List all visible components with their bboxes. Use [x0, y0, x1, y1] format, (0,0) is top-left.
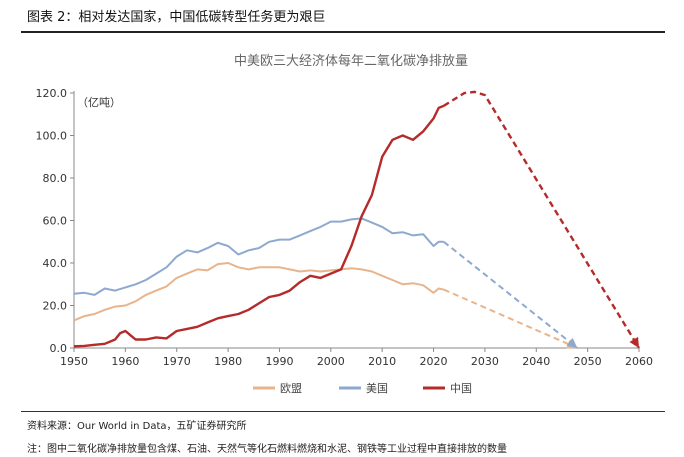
y-tick-label: 20.0	[43, 300, 68, 313]
x-tick-label: 2050	[574, 355, 602, 368]
top-rule	[21, 31, 665, 33]
source-note: 资料来源：Our World in Data，五矿证券研究所	[27, 421, 247, 432]
x-tick-label: 2000	[317, 355, 345, 368]
projection-line-2	[443, 90, 641, 349]
series-line-2	[73, 104, 445, 348]
x-tick-label: 1960	[111, 355, 139, 368]
footnote: 注：图中二氧化碳净排放量包含煤、石油、天然气等化石燃料燃烧和水泥、钢铁等工业过程…	[27, 444, 507, 455]
legend-label-0: 欧盟	[280, 382, 302, 395]
unit-label: （亿吨）	[77, 96, 121, 109]
bottom-rule	[21, 411, 665, 412]
legend-label-1: 美国	[366, 382, 388, 395]
x-tick-label: 1990	[265, 355, 293, 368]
projection-arrow-1	[566, 337, 578, 348]
x-tick-label: 2060	[625, 355, 653, 368]
series-line-1	[73, 217, 444, 296]
projection-line-0	[443, 288, 578, 349]
projection-arrow-2	[629, 336, 639, 348]
chart-container: 中美欧三大经济体每年二氧化碳净排放量 （亿吨） 0.0 20.0 40.0 60.0 8…	[21, 35, 665, 405]
legend-label-2: 中国	[450, 382, 472, 395]
y-tick-label: 0.0	[50, 342, 68, 355]
axes-group: 0.0 20.0 40.0 60.0 80.0 100.0 120.0 1950 1960 197…	[36, 87, 654, 368]
x-tick-label: 2020	[420, 355, 448, 368]
x-tick-label: 1970	[163, 355, 191, 368]
y-tick-label: 80.0	[43, 172, 68, 185]
x-tick-label: 2030	[471, 355, 499, 368]
emission-chart: 中美欧三大经济体每年二氧化碳净排放量 （亿吨） 0.0 20.0 40.0 60.0 8…	[36, 53, 654, 395]
y-tick-label: 100.0	[36, 130, 68, 143]
x-tick-label: 2010	[368, 355, 396, 368]
x-tick-label: 1980	[214, 355, 242, 368]
y-tick-label: 40.0	[43, 257, 68, 270]
x-tick-label: 2040	[522, 355, 550, 368]
series-line-0	[73, 262, 445, 322]
chart-title: 中美欧三大经济体每年二氧化碳净排放量	[234, 53, 468, 69]
y-tick-label: 120.0	[36, 87, 68, 100]
legend: 欧盟 美国 中国	[253, 382, 472, 395]
x-tick-label: 1950	[60, 355, 88, 368]
y-tick-label: 60.0	[43, 215, 68, 228]
projection-line-1	[443, 241, 579, 349]
plot-area	[73, 90, 641, 349]
figure-title: 图表 2：相对发达国家，中国低碳转型任务更为艰巨	[27, 10, 326, 25]
